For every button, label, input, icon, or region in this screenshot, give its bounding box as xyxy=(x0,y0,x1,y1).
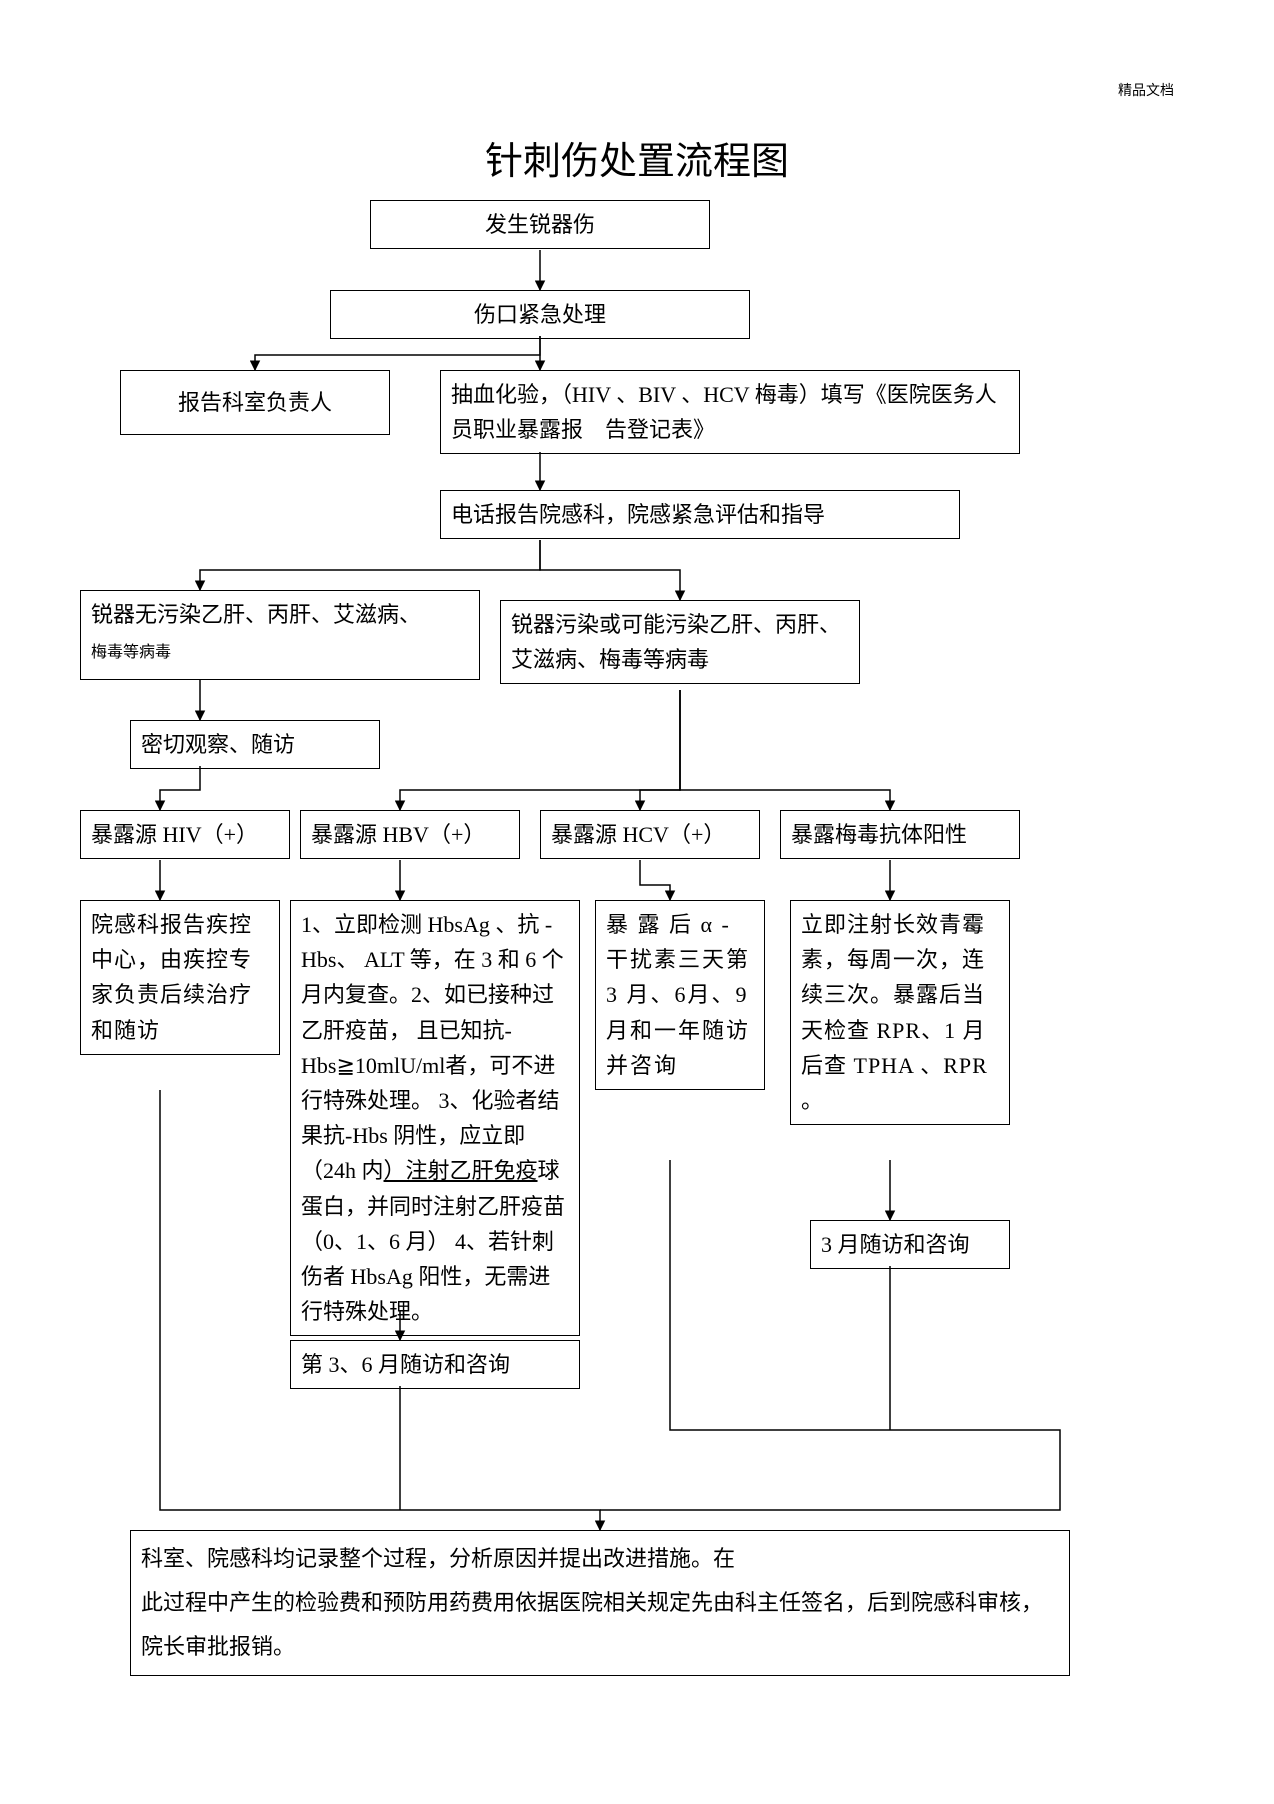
node-observe: 密切观察、随访 xyxy=(130,720,380,769)
watermark: 精品文档 xyxy=(1118,80,1174,100)
page-title: 针刺伤处置流程图 xyxy=(0,130,1274,185)
node-hcv: 暴露源 HCV（+） xyxy=(540,810,760,859)
text-part: 1、立即检测 HbsAg 、抗 -Hbs、 ALT 等，在 3 和 6 个月内复… xyxy=(301,912,564,1113)
node-wound: 伤口紧急处理 xyxy=(330,290,750,339)
text-underline: ）注射乙肝免疫 xyxy=(384,1158,538,1183)
text-line: 锐器无污染乙肝、丙肝、艾滋病、 xyxy=(91,602,421,627)
node-hbv-detail: 1、立即检测 HbsAg 、抗 -Hbs、 ALT 等，在 3 和 6 个月内复… xyxy=(290,900,580,1336)
node-hiv-detail: 院感科报告疾控中心，由疾控专家负责后续治疗和随访 xyxy=(80,900,280,1055)
node-report-dept: 报告科室负责人 xyxy=(120,370,390,435)
node-bloodtest: 抽血化验，（HIV 、BIV 、HCV 梅毒）填写《医院医务人员职业暴露报 告登… xyxy=(440,370,1020,454)
node-start: 发生锐器伤 xyxy=(370,200,710,249)
text-line: 此过程中产生的检验费和预防用药费用依据医院相关规定先由科主任签名，后到院感科审核… xyxy=(141,1590,1043,1659)
node-no-contam: 锐器无污染乙肝、丙肝、艾滋病、 梅毒等病毒 xyxy=(80,590,480,680)
node-contam: 锐器污染或可能污染乙肝、丙肝、艾滋病、梅毒等病毒 xyxy=(500,600,860,684)
text-line: 科室、院感科均记录整个过程，分析原因并提出改进措施。在 xyxy=(141,1546,735,1571)
node-syphilis: 暴露梅毒抗体阳性 xyxy=(780,810,1020,859)
node-hiv: 暴露源 HIV（+） xyxy=(80,810,290,859)
node-syphilis-detail: 立即注射长效青霉素，每周一次，连续三次。暴露后当天检查 RPR、1 月后查 TP… xyxy=(790,900,1010,1125)
node-hbv: 暴露源 HBV（+） xyxy=(300,810,520,859)
text-line-small: 梅毒等病毒 xyxy=(91,644,171,661)
node-end: 科室、院感科均记录整个过程，分析原因并提出改进措施。在 此过程中产生的检验费和预… xyxy=(130,1530,1070,1676)
node-followup-36: 第 3、6 月随访和咨询 xyxy=(290,1340,580,1389)
node-phone-report: 电话报告院感科，院感紧急评估和指导 xyxy=(440,490,960,539)
node-followup-3: 3 月随访和咨询 xyxy=(810,1220,1010,1269)
node-hcv-detail: 暴 露 后 α -干扰素三天第 3 月、6月、9 月和一年随访并咨询 xyxy=(595,900,765,1090)
